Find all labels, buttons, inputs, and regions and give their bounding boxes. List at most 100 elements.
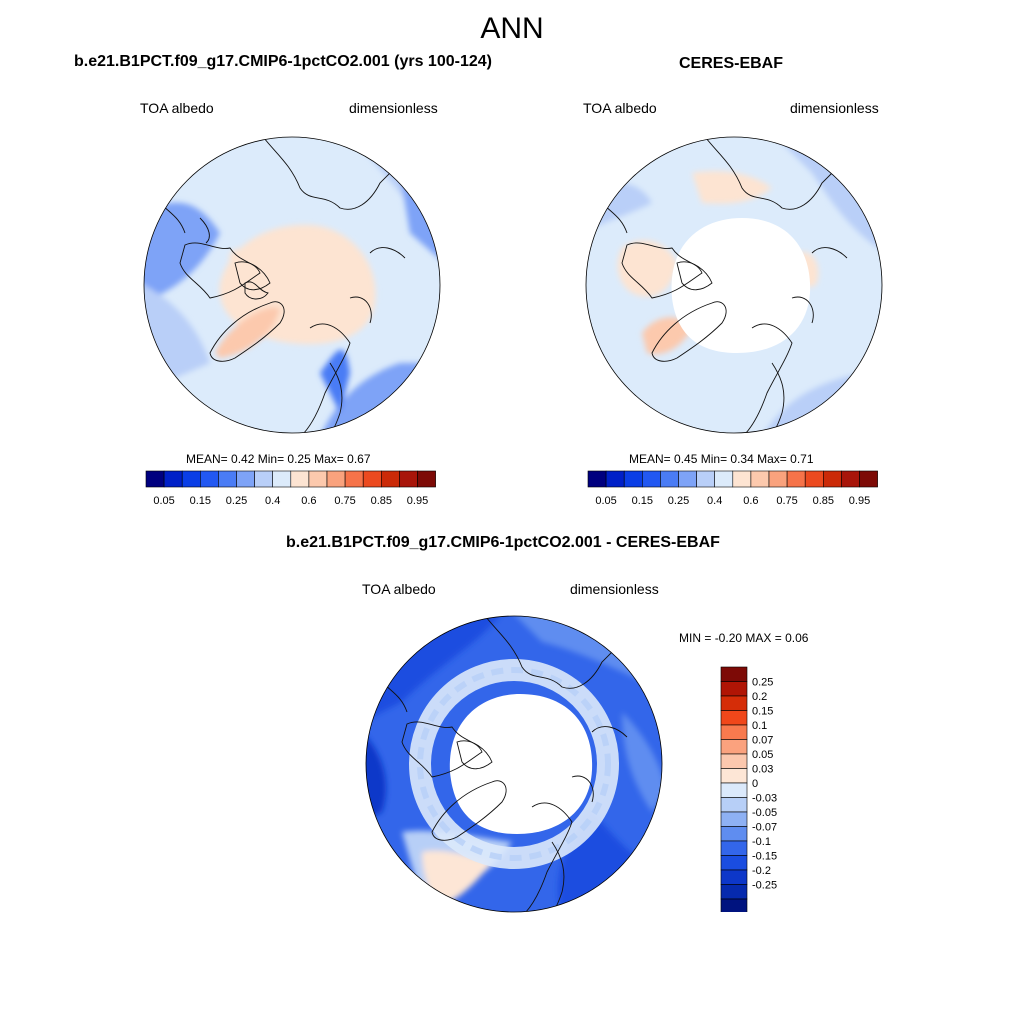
- colorbar-tick-label: -0.15: [752, 851, 777, 863]
- colorbar-cell: [362, 470, 382, 488]
- colorbar-tick-label: 0.75: [776, 495, 797, 507]
- panel1-field-low-west: [144, 202, 220, 303]
- colorbar-tick-label: 0.6: [743, 495, 758, 507]
- panel3-field-east: [622, 712, 662, 812]
- panel2-min-value: 0.34: [730, 452, 754, 466]
- colorbar-cell: [720, 840, 748, 856]
- panel1-field-scandinavia: [320, 349, 350, 413]
- colorbar-tick-label: 0.25: [226, 495, 247, 507]
- colorbar-tick-label: -0.25: [752, 880, 777, 892]
- panel2-map-outline: [585, 136, 883, 434]
- colorbar-cell: [145, 470, 165, 488]
- panel3-colorbar: 0.25 0.2 0.15 0.1 0.07 0.05 0.03 0 -0.03 -0.05 -0.…: [720, 666, 777, 912]
- colorbar-cell: [623, 470, 643, 488]
- panel2-field-warm-north: [692, 171, 772, 204]
- colorbar-cell: [605, 470, 625, 488]
- colorbar-tick-label: 0.25: [668, 495, 689, 507]
- colorbar-cell: [720, 695, 748, 711]
- panel2-missing-data-region: [671, 218, 811, 353]
- colorbar-tick-label: 0.15: [632, 495, 653, 507]
- panel1-max-value: 0.67: [347, 452, 371, 466]
- colorbar-tick-label: 0.07: [752, 735, 773, 747]
- panel3-map-outline: [365, 615, 663, 913]
- colorbar-cell: [720, 724, 748, 740]
- colorbar-cell: [218, 470, 237, 488]
- panel1-mean-label: MEAN=: [186, 452, 228, 466]
- panel2-stats: MEAN= 0.45 Min= 0.34 Max= 0.71: [629, 452, 814, 466]
- colorbar-tick-label: 0.05: [153, 495, 174, 507]
- colorbar-tick-label: 0.75: [334, 495, 355, 507]
- colorbar-cell: [290, 470, 310, 488]
- colorbar-cell: [254, 470, 273, 488]
- panel3-missing-data-region: [449, 694, 593, 834]
- colorbar-cell: [678, 470, 697, 488]
- colorbar-cell: [272, 470, 292, 488]
- colorbar-cell: [720, 739, 748, 755]
- panel2-mean-value: 0.45: [674, 452, 698, 466]
- panel2-units-label: dimensionless: [790, 100, 879, 116]
- panel1-map-outline: [143, 136, 441, 434]
- colorbar-cell: [841, 470, 860, 488]
- colorbar-tick-label: 0.15: [752, 706, 773, 718]
- colorbar-tick-label: 0.6: [301, 495, 316, 507]
- panel1-colorbar: 0.05 0.15 0.25 0.4 0.6 0.75 0.85 0.95: [145, 470, 436, 507]
- colorbar-tick-label: 0.1: [752, 720, 767, 732]
- panel2-field-greenland: [642, 317, 692, 355]
- colorbar-tick-label: 0.05: [752, 749, 773, 761]
- panel2-coastlines: [601, 137, 853, 433]
- colorbar-cell: [326, 470, 346, 488]
- panel2-polar-map: [585, 136, 883, 434]
- colorbar-tick-label: 0.85: [371, 495, 392, 507]
- colorbar-cell: [720, 826, 748, 842]
- colorbar-tick-label: -0.1: [752, 836, 771, 848]
- colorbar-tick-label: 0.25: [752, 677, 773, 689]
- colorbar-cell: [720, 869, 748, 885]
- panel2-max-label: Max=: [757, 452, 787, 466]
- colorbar-cell: [732, 470, 752, 488]
- panel1-stats: MEAN= 0.42 Min= 0.25 Max= 0.67: [186, 452, 371, 466]
- colorbar-tick-label: 0: [752, 778, 758, 790]
- colorbar-cell: [720, 710, 748, 726]
- colorbar-cell: [714, 470, 734, 488]
- colorbar-tick-label: 0.05: [595, 495, 616, 507]
- colorbar-cell: [399, 470, 418, 488]
- panel2-colorbar: 0.05 0.15 0.25 0.4 0.6 0.75 0.85 0.95: [587, 470, 878, 507]
- colorbar-cell: [720, 753, 748, 769]
- colorbar-cell: [720, 884, 748, 900]
- panel3-units-label: dimensionless: [570, 581, 659, 597]
- colorbar-cell: [786, 470, 806, 488]
- colorbar-cell: [768, 470, 788, 488]
- colorbar-cell: [720, 768, 748, 784]
- panel3-variable-label: TOA albedo: [362, 581, 436, 597]
- colorbar-tick-label: -0.05: [752, 807, 777, 819]
- panel3-min-value: -0.20: [714, 631, 743, 645]
- colorbar-tick-label: 0.95: [849, 495, 870, 507]
- colorbar-cell: [417, 470, 436, 488]
- panel2-title: CERES-EBAF: [679, 55, 784, 72]
- colorbar-cell: [199, 470, 219, 488]
- colorbar-tick-label: 0.4: [707, 495, 722, 507]
- figure-title: ANN: [480, 12, 544, 45]
- colorbar-tick-label: 0.4: [265, 495, 280, 507]
- panel1-field-greenland: [215, 307, 280, 358]
- colorbar-tick-label: -0.2: [752, 865, 771, 877]
- panel3-min-label: MIN =: [679, 631, 712, 645]
- panel3-stats: MIN = -0.20 MAX = 0.06: [679, 631, 808, 645]
- panel2-field-archipelago: [617, 240, 677, 297]
- colorbar-cell: [720, 681, 748, 697]
- colorbar-cell: [181, 470, 201, 488]
- panel2-min-label: Min=: [700, 452, 728, 466]
- colorbar-cell: [587, 470, 607, 488]
- colorbar-cell: [660, 470, 679, 488]
- colorbar-cell: [720, 855, 748, 871]
- colorbar-cell: [804, 470, 824, 488]
- panel1-polar-map: [143, 136, 441, 434]
- colorbar-tick-label: 0.03: [752, 764, 773, 776]
- colorbar-tick-label: 0.85: [813, 495, 834, 507]
- colorbar-cell: [720, 811, 748, 827]
- colorbar-cell: [720, 797, 748, 813]
- colorbar-cell: [344, 470, 364, 488]
- colorbar-cell: [641, 470, 661, 488]
- colorbar-cell: [381, 470, 400, 488]
- panel3-max-label: MAX =: [745, 631, 782, 645]
